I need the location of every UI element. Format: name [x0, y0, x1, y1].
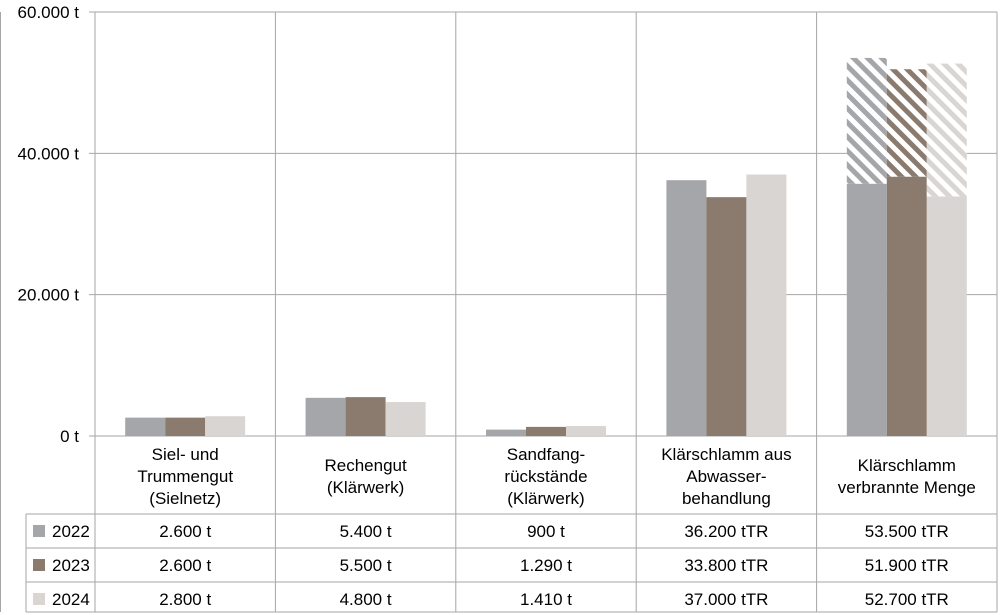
y-tick-label: 20.000 t	[18, 286, 80, 305]
bar-hatched-2023-cat-4	[886, 69, 927, 177]
data-label-2023-cat-0: 2.600 t	[159, 556, 211, 575]
bar-2022-cat-1	[305, 397, 346, 436]
data-label-2022-cat-0: 2.600 t	[159, 522, 211, 541]
data-label-2024-cat-1: 4.800 t	[340, 590, 392, 609]
bar-2024-cat-1	[385, 402, 426, 436]
bars	[125, 57, 967, 437]
bar-2023-cat-3	[706, 197, 747, 436]
legend-swatch-2023	[33, 559, 45, 571]
bar-hatched-2024-cat-4	[926, 63, 967, 197]
data-label-2024-cat-3: 37.000 tTR	[684, 590, 768, 609]
category-label-3: Abwasser-	[686, 467, 766, 486]
category-label-1: (Klärwerk)	[327, 478, 404, 497]
data-label-2022-cat-4: 53.500 tTR	[865, 522, 949, 541]
category-label-0: Trummengut	[137, 467, 233, 486]
legend-swatch-2022	[33, 525, 45, 537]
category-label-3: Klärschlamm aus	[661, 445, 791, 464]
data-label-2024-cat-0: 2.800 t	[159, 590, 211, 609]
data-table	[0, 12, 998, 613]
category-label-2: rückstände	[504, 467, 587, 486]
data-label-2022-cat-1: 5.400 t	[340, 522, 392, 541]
bar-2023-cat-4	[886, 176, 927, 437]
category-label-1: Rechengut	[324, 456, 407, 475]
category-label-0: Siel- und	[152, 445, 219, 464]
category-label-2: (Klärwerk)	[507, 489, 584, 508]
legend-swatch-2024	[33, 593, 45, 605]
bar-2022-cat-4	[846, 183, 887, 436]
category-label-3: behandlung	[682, 489, 771, 508]
bar-2022-cat-3	[666, 180, 707, 436]
data-label-2023-cat-2: 1.290 t	[520, 556, 572, 575]
bar-2022-cat-2	[486, 429, 526, 436]
data-label-2022-cat-2: 900 t	[527, 522, 565, 541]
category-label-4: verbrannte Menge	[838, 478, 976, 497]
data-label-2023-cat-4: 51.900 tTR	[865, 556, 949, 575]
category-label-0: (Sielnetz)	[149, 489, 221, 508]
data-label-2023-cat-1: 5.500 t	[340, 556, 392, 575]
bar-2024-cat-3	[746, 174, 787, 437]
data-label-2023-cat-3: 33.800 tTR	[684, 556, 768, 575]
legend-label-2022: 2022	[52, 522, 90, 541]
legend-label-2023: 2023	[52, 556, 90, 575]
data-label-2024-cat-2: 1.410 t	[520, 590, 572, 609]
category-label-4: Klärschlamm	[858, 456, 956, 475]
data-label-2022-cat-3: 36.200 tTR	[684, 522, 768, 541]
labels: 0 t 20.000 t 40.000 t 60.000 t Siel- und Trum…	[18, 3, 976, 609]
y-tick-label: 60.000 t	[18, 3, 80, 22]
bar-2024-cat-2	[566, 426, 606, 436]
bar-2023-cat-1	[345, 397, 386, 436]
bar-2024-cat-0	[205, 416, 246, 436]
y-tick-label: 0 t	[60, 427, 79, 446]
bar-2023-cat-0	[165, 417, 206, 436]
category-label-2: Sandfang-	[507, 445, 585, 464]
y-tick-label: 40.000 t	[18, 144, 80, 163]
bar-hatched-2022-cat-4	[846, 57, 887, 184]
bar-2023-cat-2	[526, 426, 566, 436]
bar-2022-cat-0	[125, 417, 166, 436]
data-label-2024-cat-4: 52.700 tTR	[865, 590, 949, 609]
bar-2024-cat-4	[926, 196, 967, 436]
legend-label-2024: 2024	[52, 590, 90, 609]
